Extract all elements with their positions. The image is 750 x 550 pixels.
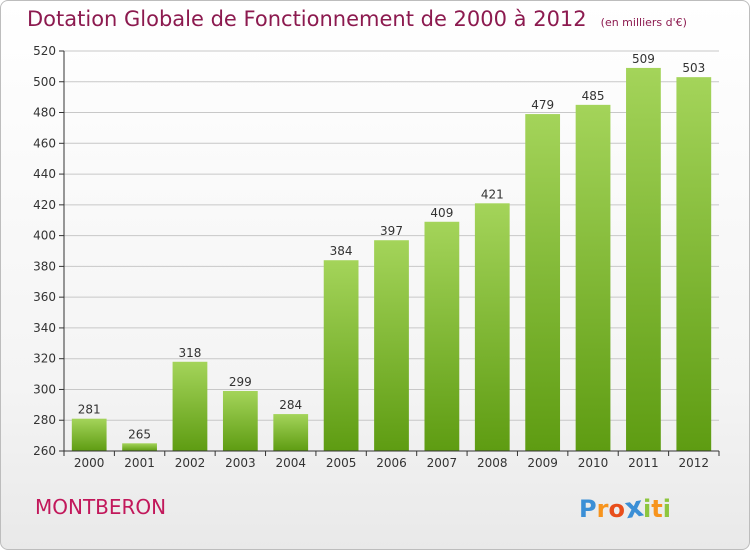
x-tick-label: 2009 [527, 456, 558, 470]
bar-2005 [323, 260, 359, 451]
y-tick-label: 380 [33, 259, 56, 273]
chart-title-text: Dotation Globale de Fonctionnement de 20… [27, 7, 587, 31]
x-tick-label: 2007 [427, 456, 458, 470]
axes: 260 280 300 320 340 360 380 400 420 440 460 480 500 5… [33, 44, 720, 470]
chart-title: Dotation Globale de Fonctionnement de 20… [27, 7, 687, 31]
x-tick-label: 2000 [74, 456, 105, 470]
x-tick-label: 2005 [326, 456, 357, 470]
y-tick-label: 520 [33, 44, 56, 58]
bar-2002 [172, 361, 208, 451]
bar-2012 [676, 77, 712, 452]
x-tick-label: 2002 [175, 456, 206, 470]
x-tick-label: 2001 [124, 456, 155, 470]
bar-2006 [374, 240, 409, 451]
bar-2008 [474, 203, 510, 451]
bar-2007 [424, 221, 460, 451]
bar-value-label: 409 [430, 206, 453, 220]
y-tick-label: 500 [33, 75, 56, 89]
bar-value-label: 479 [531, 98, 554, 112]
y-tick-label: 480 [33, 106, 56, 120]
y-tick-label: 260 [33, 444, 56, 458]
brand-letter: P [579, 495, 597, 523]
bar-2000 [71, 418, 107, 451]
x-tick-label: 2008 [477, 456, 508, 470]
bar-2004 [273, 414, 309, 451]
bar-value-label: 265 [128, 427, 151, 441]
bar-2003 [222, 391, 258, 451]
bar-value-label: 421 [481, 187, 504, 201]
x-tick-label: 2010 [578, 456, 609, 470]
chart-subtitle: (en milliers d'€) [600, 16, 687, 29]
bar-value-label: 384 [330, 244, 353, 258]
x-tick-label: 2003 [225, 456, 256, 470]
y-tick-label: 460 [33, 136, 56, 150]
bar-2010 [575, 104, 611, 451]
bar-2001 [122, 443, 157, 451]
y-tick-label: 320 [33, 352, 56, 366]
proxiti-logo: Proxiti [579, 490, 671, 526]
x-tick-label: 2006 [376, 456, 407, 470]
bar-2009 [525, 114, 561, 452]
brand-letter: r [596, 495, 609, 523]
brand-letter: t [651, 495, 663, 523]
x-tick-label: 2012 [679, 456, 710, 470]
bar-value-label: 281 [78, 403, 101, 417]
y-tick-label: 300 [33, 382, 56, 396]
brand-letter: i [662, 495, 671, 523]
y-tick-label: 440 [33, 167, 56, 181]
bars: 281 265 318 299 284 384 397 409 421 479 485 509 503 [71, 52, 712, 452]
bar-value-label: 485 [582, 89, 605, 103]
brand-letter: o [608, 495, 625, 523]
bar-value-label: 318 [179, 346, 202, 360]
x-tick-label: 2011 [628, 456, 659, 470]
y-tick-label: 280 [33, 413, 56, 427]
y-tick-label: 400 [33, 229, 56, 243]
brand-letter: i [643, 495, 652, 523]
bar-value-label: 503 [682, 61, 705, 75]
city-name: MONTBERON [35, 495, 167, 519]
x-tick-label: 2004 [275, 456, 306, 470]
bar-value-label: 509 [632, 52, 655, 66]
y-tick-label: 420 [33, 198, 56, 212]
bar-value-label: 284 [279, 398, 302, 412]
y-tick-label: 360 [33, 290, 56, 304]
y-tick-label: 340 [33, 321, 56, 335]
bar-value-label: 397 [380, 224, 403, 238]
bar-2011 [626, 67, 661, 451]
bar-value-label: 299 [229, 375, 252, 389]
